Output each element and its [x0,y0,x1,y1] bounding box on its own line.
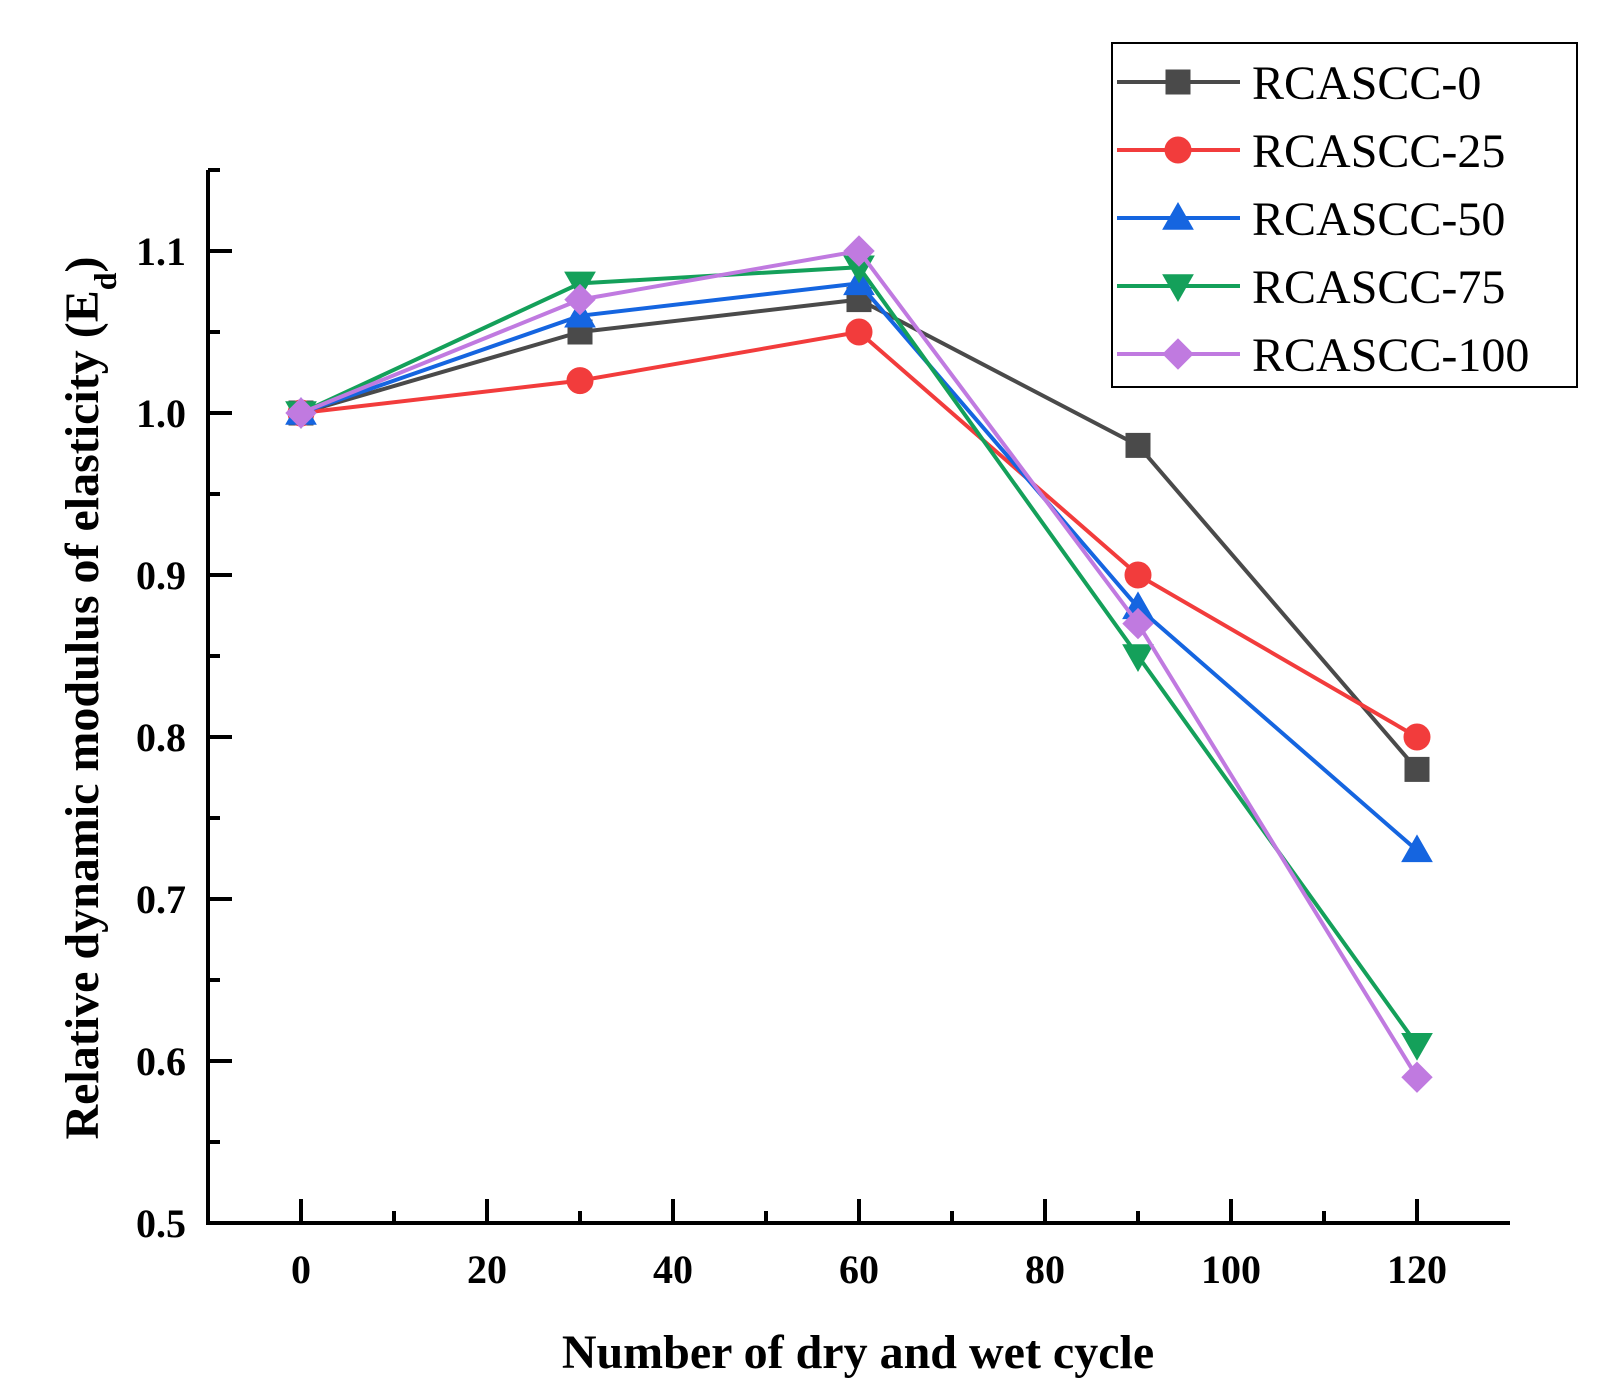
data-point [845,318,873,346]
legend: RCASCC-0 RCASCC-25 RCASCC-50 RCASCC-75 RCASC… [1111,42,1578,388]
data-point [1401,1033,1433,1061]
y-axis-title-main: Relative dynamic modulus of elasticity (… [56,290,109,1139]
legend-item: RCASCC-50 [1117,193,1505,246]
y-tick-label: 0.8 [136,715,186,760]
x-tick-label: 120 [1387,1247,1447,1292]
y-tick-label: 0.5 [136,1201,186,1246]
data-point [1122,644,1154,673]
series-line [300,329,1419,739]
legend-marker [1165,69,1191,95]
data-point [1401,1061,1433,1093]
legend-label: RCASCC-25 [1252,125,1505,178]
legend-label: RCASCC-0 [1252,57,1481,110]
legend-label: RCASCC-50 [1252,193,1505,246]
data-point [1122,607,1154,640]
x-tick-label: 40 [653,1247,693,1292]
legend-marker [1162,274,1194,303]
legend-marker [1162,338,1194,370]
x-tick-label: 60 [839,1247,879,1292]
data-point [1401,834,1433,863]
y-tick-label: 0.7 [136,877,186,922]
data-point [285,397,317,429]
data-point [564,283,596,316]
legend-box [1111,42,1578,388]
data-point [566,367,594,395]
legend-item: RCASCC-25 [1117,125,1505,178]
data-point [1404,756,1430,782]
y-tick-label: 1.0 [136,391,186,436]
y-tick-label: 0.6 [136,1039,186,1084]
series-RCASCC-100 [285,235,1433,1093]
x-tick-label: 100 [1201,1247,1261,1292]
x-ticks: 0 20 40 60 80 100 120 [291,1199,1447,1292]
y-tick-label: 0.9 [136,553,186,598]
legend-item: RCASCC-0 [1117,57,1481,110]
legend-label: RCASCC-100 [1252,329,1529,382]
y-tick-label: 1.1 [136,229,186,274]
y-axis-title-close: ) [56,256,109,272]
x-axis-title: Number of dry and wet cycle [562,1326,1154,1379]
x-tick-label: 80 [1025,1247,1065,1292]
data-point [843,235,875,267]
y-ticks: 0.5 0.6 0.7 0.8 0.9 1.0 1.1 [136,168,232,1246]
legend-item: RCASCC-100 [1117,329,1529,382]
legend-label: RCASCC-75 [1252,261,1505,314]
data-point [1403,723,1431,751]
y-axis-title-subscript: d [87,272,123,290]
data-point [1124,561,1152,589]
data-point [1125,432,1151,458]
legend-marker [1164,136,1192,164]
legend-item: RCASCC-75 [1117,261,1505,314]
x-tick-label: 0 [291,1247,311,1292]
legend-marker [1162,201,1194,230]
plot-area [285,235,1433,1093]
y-axis-title: Relative dynamic modulus of elasticity (… [56,256,123,1139]
x-tick-label: 20 [467,1247,507,1292]
